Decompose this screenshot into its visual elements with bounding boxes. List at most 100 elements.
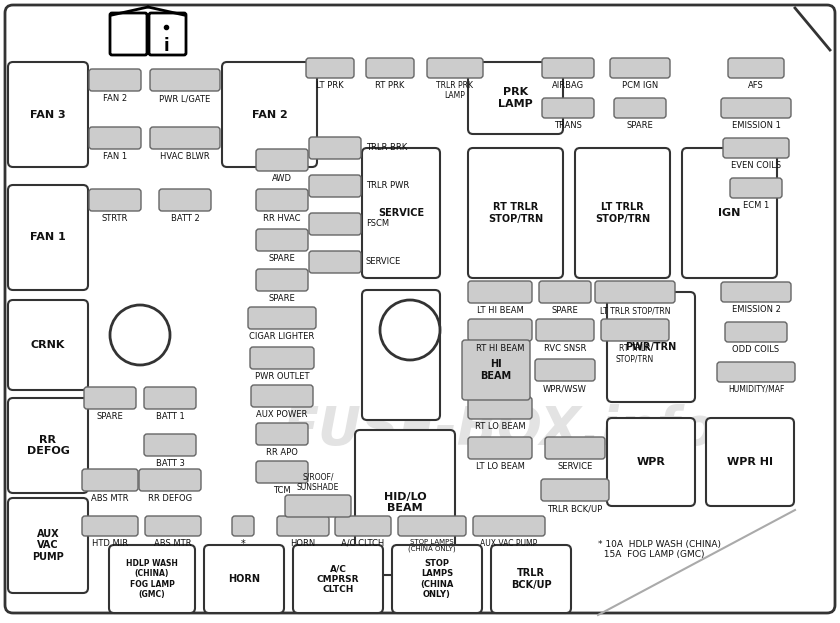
FancyBboxPatch shape bbox=[601, 319, 669, 341]
Text: RR
DEFOG: RR DEFOG bbox=[27, 435, 70, 456]
Text: FAN 1: FAN 1 bbox=[103, 152, 127, 161]
Text: FAN 3: FAN 3 bbox=[30, 110, 66, 120]
Text: BATT 2: BATT 2 bbox=[171, 214, 199, 223]
Text: RR DEFOG: RR DEFOG bbox=[148, 494, 192, 503]
FancyBboxPatch shape bbox=[285, 495, 351, 517]
FancyBboxPatch shape bbox=[109, 545, 195, 613]
FancyBboxPatch shape bbox=[392, 545, 482, 613]
Text: LT TRLR STOP/TRN: LT TRLR STOP/TRN bbox=[600, 306, 670, 315]
FancyBboxPatch shape bbox=[575, 148, 670, 278]
Text: AIRBAG: AIRBAG bbox=[552, 81, 584, 90]
FancyBboxPatch shape bbox=[595, 281, 675, 303]
Text: HTD MIR: HTD MIR bbox=[92, 539, 128, 548]
Text: LT HI BEAM: LT HI BEAM bbox=[476, 306, 523, 315]
FancyBboxPatch shape bbox=[335, 516, 391, 536]
Text: CIGAR LIGHTER: CIGAR LIGHTER bbox=[249, 332, 315, 341]
FancyBboxPatch shape bbox=[468, 437, 532, 459]
FancyBboxPatch shape bbox=[8, 398, 88, 493]
FancyBboxPatch shape bbox=[725, 322, 787, 342]
Text: EMISSION 1: EMISSION 1 bbox=[732, 121, 780, 130]
FancyBboxPatch shape bbox=[159, 189, 211, 211]
FancyBboxPatch shape bbox=[362, 290, 440, 420]
Text: TRLR PWR: TRLR PWR bbox=[366, 181, 409, 191]
Text: TRLR
BCK/UP: TRLR BCK/UP bbox=[511, 568, 551, 590]
Text: LT PRK: LT PRK bbox=[316, 81, 344, 90]
FancyBboxPatch shape bbox=[491, 545, 571, 613]
Text: WPR: WPR bbox=[637, 457, 665, 467]
FancyBboxPatch shape bbox=[8, 62, 88, 167]
Text: RVC SNSR: RVC SNSR bbox=[543, 344, 586, 353]
FancyBboxPatch shape bbox=[8, 498, 88, 593]
FancyBboxPatch shape bbox=[355, 430, 455, 575]
Text: SPARE: SPARE bbox=[552, 306, 579, 315]
Text: PWR/TRN: PWR/TRN bbox=[625, 342, 677, 352]
FancyBboxPatch shape bbox=[721, 98, 791, 118]
Text: IGN: IGN bbox=[718, 208, 741, 218]
FancyBboxPatch shape bbox=[256, 461, 308, 483]
Text: TRLR PRK
LAMP: TRLR PRK LAMP bbox=[437, 81, 474, 100]
FancyBboxPatch shape bbox=[682, 148, 777, 278]
FancyBboxPatch shape bbox=[256, 149, 308, 171]
FancyBboxPatch shape bbox=[468, 281, 532, 303]
FancyBboxPatch shape bbox=[8, 185, 88, 290]
Text: SPARE: SPARE bbox=[627, 121, 654, 130]
Circle shape bbox=[380, 300, 440, 360]
FancyBboxPatch shape bbox=[309, 213, 361, 235]
FancyBboxPatch shape bbox=[309, 251, 361, 273]
FancyBboxPatch shape bbox=[468, 319, 532, 341]
Text: ODD COILS: ODD COILS bbox=[732, 345, 780, 354]
Text: WPR/WSW: WPR/WSW bbox=[543, 384, 587, 393]
FancyBboxPatch shape bbox=[84, 387, 136, 409]
Text: EMISSION 2: EMISSION 2 bbox=[732, 305, 780, 314]
Text: FSCM: FSCM bbox=[366, 219, 389, 229]
Text: AWD: AWD bbox=[272, 174, 292, 183]
Text: SPARE: SPARE bbox=[269, 254, 296, 263]
Text: FUSE-BOX.info: FUSE-BOX.info bbox=[283, 404, 717, 456]
FancyBboxPatch shape bbox=[145, 516, 201, 536]
Text: SPARE: SPARE bbox=[97, 412, 123, 421]
FancyBboxPatch shape bbox=[277, 516, 329, 536]
FancyBboxPatch shape bbox=[306, 58, 354, 78]
Text: LT LO BEAM: LT LO BEAM bbox=[475, 462, 524, 471]
FancyBboxPatch shape bbox=[542, 98, 594, 118]
FancyBboxPatch shape bbox=[614, 98, 666, 118]
Text: PWR L/GATE: PWR L/GATE bbox=[160, 94, 211, 103]
Text: SERVICE: SERVICE bbox=[558, 462, 593, 471]
Text: TRLR BCK/UP: TRLR BCK/UP bbox=[548, 504, 602, 513]
Text: TRANS: TRANS bbox=[554, 121, 582, 130]
Text: RT PRK: RT PRK bbox=[375, 81, 405, 90]
Text: AUX POWER: AUX POWER bbox=[256, 410, 307, 419]
Text: RT TRLR
STOP/TRN: RT TRLR STOP/TRN bbox=[488, 202, 543, 224]
Text: * 10A  HDLP WASH (CHINA)
  15A  FOG LAMP (GMC): * 10A HDLP WASH (CHINA) 15A FOG LAMP (GM… bbox=[598, 540, 721, 559]
FancyBboxPatch shape bbox=[535, 359, 595, 381]
FancyBboxPatch shape bbox=[89, 69, 141, 91]
FancyBboxPatch shape bbox=[541, 479, 609, 501]
Text: HVAC BLWR: HVAC BLWR bbox=[160, 152, 210, 161]
FancyBboxPatch shape bbox=[139, 469, 201, 491]
FancyBboxPatch shape bbox=[542, 58, 594, 78]
Text: *: * bbox=[240, 539, 245, 549]
Text: ABS MTR: ABS MTR bbox=[92, 494, 129, 503]
FancyBboxPatch shape bbox=[256, 269, 308, 291]
FancyBboxPatch shape bbox=[89, 127, 141, 149]
FancyBboxPatch shape bbox=[362, 148, 440, 278]
FancyBboxPatch shape bbox=[250, 347, 314, 369]
Text: PWR OUTLET: PWR OUTLET bbox=[255, 372, 309, 381]
Text: FAN 2: FAN 2 bbox=[252, 110, 287, 120]
FancyBboxPatch shape bbox=[256, 229, 308, 251]
FancyBboxPatch shape bbox=[607, 418, 695, 506]
Text: HORN: HORN bbox=[228, 574, 260, 584]
FancyBboxPatch shape bbox=[398, 516, 466, 536]
FancyBboxPatch shape bbox=[89, 189, 141, 211]
Text: HUMIDITY/MAF: HUMIDITY/MAF bbox=[727, 385, 785, 394]
FancyBboxPatch shape bbox=[222, 62, 317, 167]
FancyBboxPatch shape bbox=[607, 292, 695, 402]
Text: EVEN COILS: EVEN COILS bbox=[731, 161, 781, 170]
Text: SPARE: SPARE bbox=[269, 294, 296, 303]
FancyBboxPatch shape bbox=[610, 58, 670, 78]
FancyBboxPatch shape bbox=[366, 58, 414, 78]
FancyBboxPatch shape bbox=[82, 469, 138, 491]
FancyBboxPatch shape bbox=[82, 516, 138, 536]
Text: RR HVAC: RR HVAC bbox=[263, 214, 301, 223]
FancyBboxPatch shape bbox=[256, 423, 308, 445]
